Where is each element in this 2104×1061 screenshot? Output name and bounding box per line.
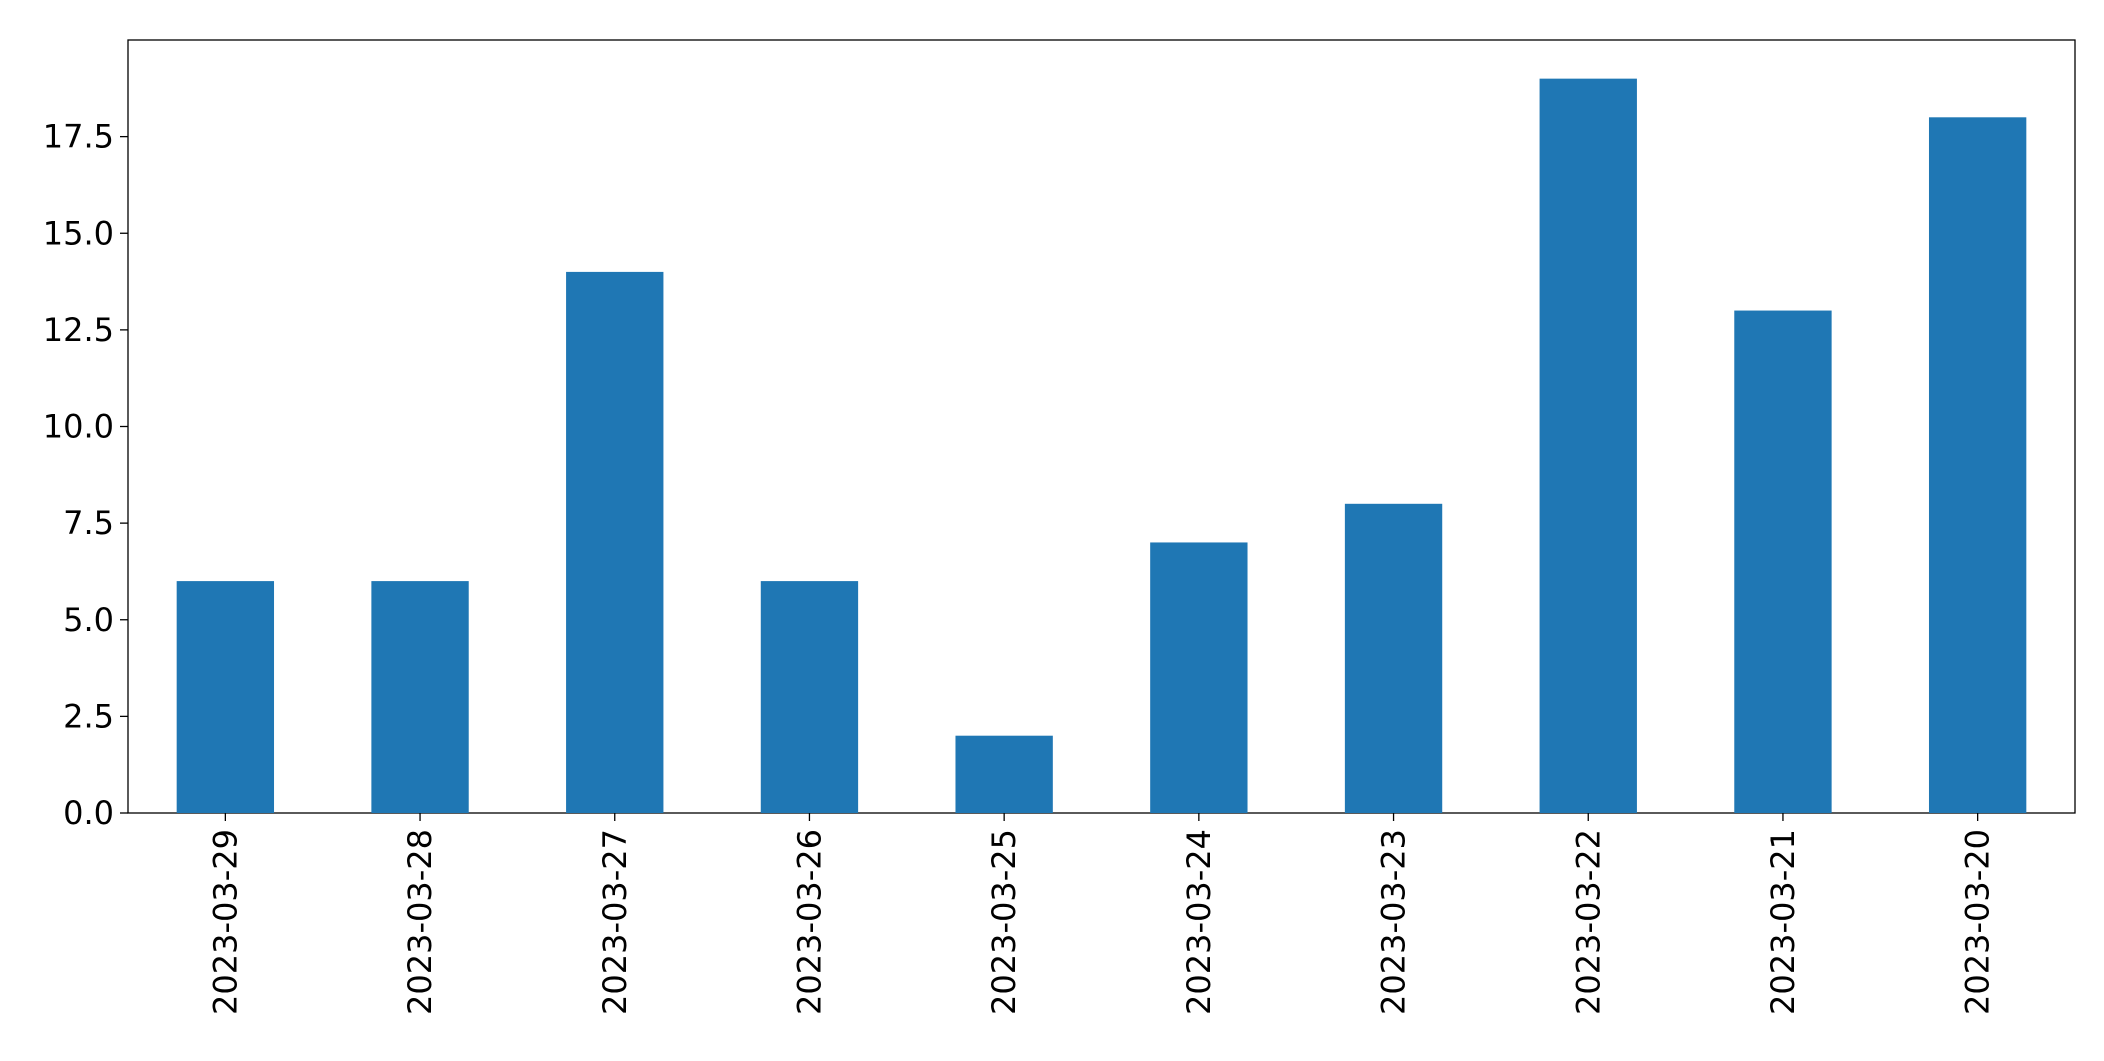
x-tick-label: 2023-03-26	[790, 829, 828, 1015]
bar-2023-03-27	[566, 271, 664, 813]
x-tick-label: 2023-03-21	[1764, 829, 1802, 1015]
x-tick-label: 2023-03-24	[1180, 829, 1218, 1015]
bar-2023-03-28	[371, 581, 469, 813]
y-axis: 0.0 2.5 5.0 7.5 10.0 12.5 15.0 17.5	[43, 118, 128, 832]
y-tick-label: 17.5	[43, 118, 114, 156]
bar-2023-03-29	[176, 581, 275, 813]
x-tick-label: 2023-03-25	[985, 829, 1023, 1015]
bar-2023-03-21	[1734, 310, 1832, 813]
y-tick-label: 10.0	[43, 408, 114, 446]
y-tick-label: 5.0	[63, 601, 114, 639]
bar-2023-03-24	[1150, 542, 1248, 813]
x-tick-label: 2023-03-23	[1375, 829, 1413, 1015]
x-tick-label: 2023-03-20	[1959, 829, 1997, 1015]
bar-2023-03-25	[955, 735, 1053, 813]
bars-group	[176, 78, 2027, 814]
bar-2023-03-22	[1539, 78, 1637, 813]
x-tick-label: 2023-03-28	[401, 829, 439, 1015]
y-tick-label: 12.5	[43, 311, 114, 349]
y-tick-label: 2.5	[63, 697, 114, 735]
bar-2023-03-26	[760, 581, 859, 813]
x-axis: 2023-03-29 2023-03-28 2023-03-27 2023-03-26…	[206, 813, 1997, 1015]
y-tick-label: 15.0	[43, 214, 114, 252]
x-tick-label: 2023-03-29	[206, 829, 244, 1015]
x-tick-label: 2023-03-22	[1569, 829, 1607, 1015]
bar-2023-03-23	[1344, 503, 1443, 813]
bar-2023-03-20	[1928, 117, 2027, 814]
x-tick-label: 2023-03-27	[596, 829, 634, 1015]
y-tick-label: 7.5	[63, 504, 114, 542]
y-tick-label: 0.0	[63, 794, 114, 832]
